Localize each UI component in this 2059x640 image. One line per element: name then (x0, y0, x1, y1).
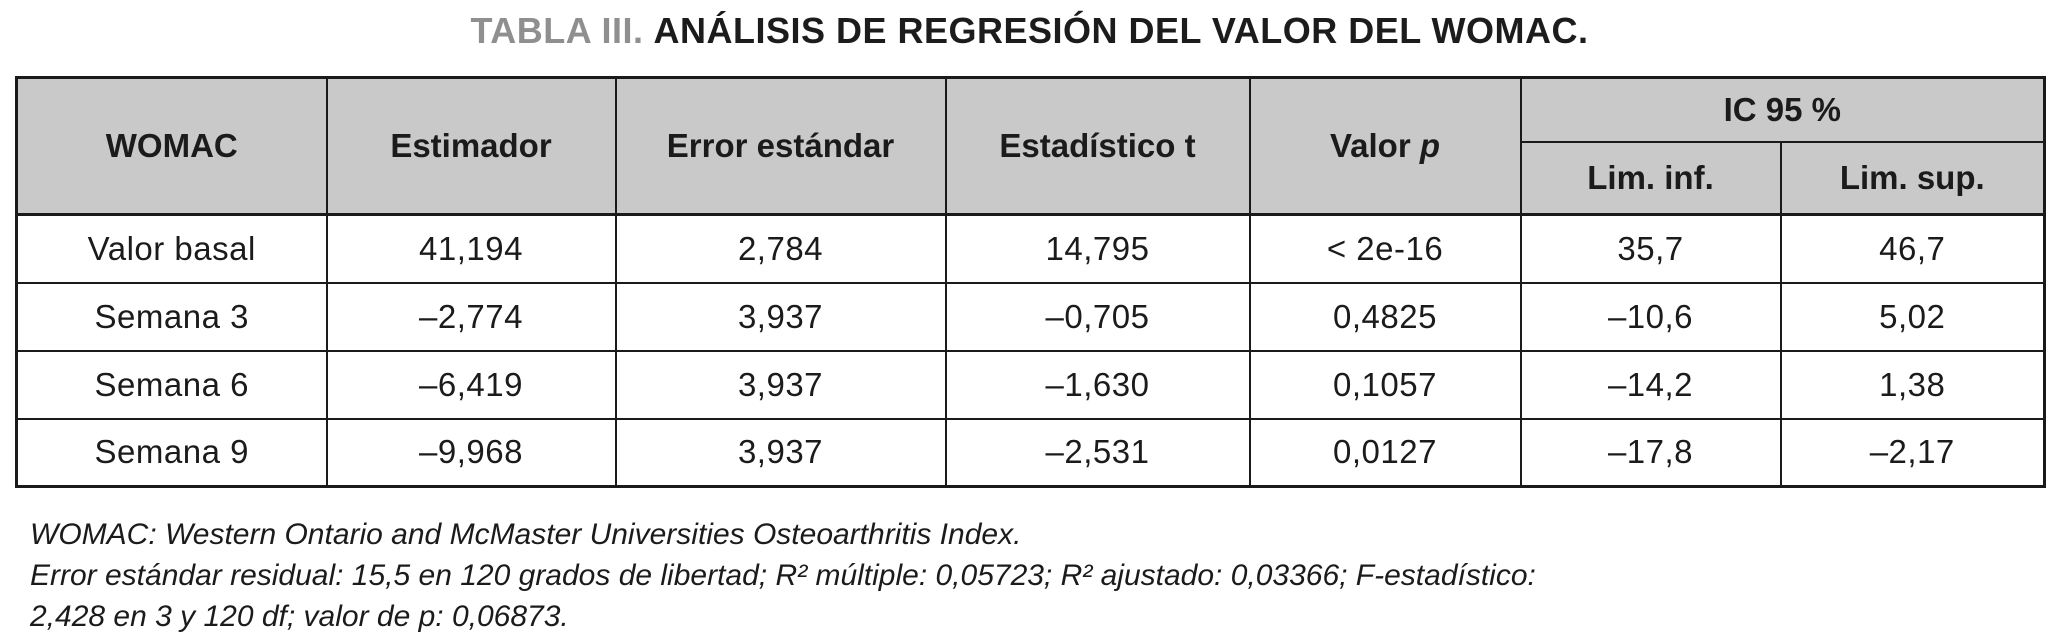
table-title-label: TABLA III. (470, 10, 644, 51)
table-footnotes: WOMAC: Western Ontario and McMaster Univ… (30, 514, 2030, 637)
table-row-valor-basal: Valor basal 41,194 2,784 14,795 < 2e-16 … (15, 213, 2046, 284)
cell-t: 14,795 (944, 213, 1251, 284)
footnote-womac-definition: WOMAC: Western Ontario and McMaster Univ… (30, 518, 1022, 551)
cell-p: < 2e-16 (1248, 213, 1522, 284)
row-label: Semana 3 (15, 281, 328, 352)
table-title-text: ANÁLISIS DE REGRESIÓN DEL VALOR DEL WOMA… (653, 10, 1589, 51)
header-womac: WOMAC (15, 76, 328, 216)
cell-lim-sup: –2,17 (1779, 417, 2046, 488)
table-body: Valor basal 41,194 2,784 14,795 < 2e-16 … (15, 213, 2046, 488)
row-label: Semana 9 (15, 417, 328, 488)
footnote-model-stats-line1: Error estándar residual: 15,5 en 120 gra… (30, 559, 1536, 592)
cell-lim-inf: –14,2 (1519, 349, 1782, 420)
cell-lim-sup: 46,7 (1779, 213, 2046, 284)
header-valor-p-prefix: Valor (1329, 127, 1420, 164)
cell-t: –1,630 (944, 349, 1251, 420)
cell-estimador: 41,194 (325, 213, 617, 284)
header-error-estandar: Error estándar (614, 76, 947, 216)
cell-p: 0,0127 (1248, 417, 1522, 488)
header-lim-sup: Lim. sup. (1779, 140, 2046, 216)
row-label: Semana 6 (15, 349, 328, 420)
cell-t: –0,705 (944, 281, 1251, 352)
footnote-model-stats-line2: 2,428 en 3 y 120 df; valor de p: 0,06873… (30, 600, 569, 633)
table-row-semana-3: Semana 3 –2,774 3,937 –0,705 0,4825 –10,… (15, 281, 2046, 352)
cell-error: 3,937 (614, 349, 947, 420)
table-header: WOMAC Estimador Error estándar Estadísti… (15, 76, 2046, 216)
cell-error: 3,937 (614, 281, 947, 352)
cell-estimador: –9,968 (325, 417, 617, 488)
cell-lim-sup: 1,38 (1779, 349, 2046, 420)
header-valor-p: Valor p (1248, 76, 1522, 216)
cell-lim-inf: –17,8 (1519, 417, 1782, 488)
cell-lim-inf: –10,6 (1519, 281, 1782, 352)
cell-p: 0,1057 (1248, 349, 1522, 420)
cell-estimador: –2,774 (325, 281, 617, 352)
regression-table: WOMAC Estimador Error estándar Estadísti… (15, 76, 2047, 488)
table-row-semana-9: Semana 9 –9,968 3,937 –2,531 0,0127 –17,… (15, 417, 2046, 488)
header-estimador: Estimador (325, 76, 617, 216)
cell-p: 0,4825 (1248, 281, 1522, 352)
cell-t: –2,531 (944, 417, 1251, 488)
header-lim-inf: Lim. inf. (1519, 140, 1782, 216)
cell-lim-sup: 5,02 (1779, 281, 2046, 352)
header-estadistico-t: Estadístico t (944, 76, 1251, 216)
cell-error: 3,937 (614, 417, 947, 488)
cell-lim-inf: 35,7 (1519, 213, 1782, 284)
cell-estimador: –6,419 (325, 349, 617, 420)
row-label: Valor basal (15, 213, 328, 284)
table-title: TABLA III. ANÁLISIS DE REGRESIÓN DEL VALO… (0, 10, 2059, 52)
table-row-semana-6: Semana 6 –6,419 3,937 –1,630 0,1057 –14,… (15, 349, 2046, 420)
cell-error: 2,784 (614, 213, 947, 284)
header-ic-95: IC 95 % (1519, 76, 2046, 143)
header-valor-p-symbol: p (1419, 127, 1441, 164)
